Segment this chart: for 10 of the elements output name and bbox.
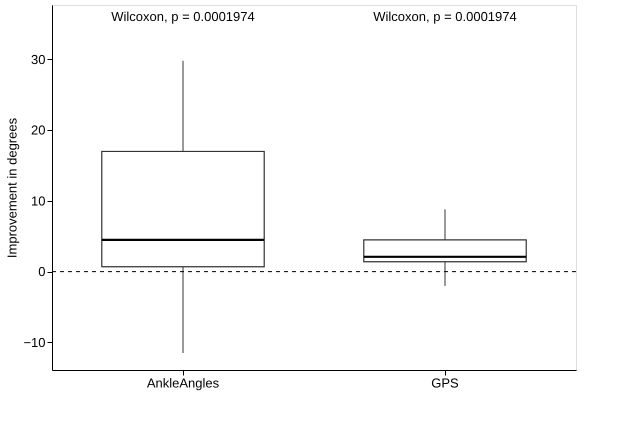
y-tick-label: 20	[31, 122, 46, 138]
y-axis-title: Improvement in degrees	[4, 117, 20, 258]
x-tick-label: GPS	[431, 376, 460, 390]
y-tick-label: 10	[31, 193, 46, 208]
y-tick-label: −10	[23, 334, 46, 350]
annotation: Wilcoxon, p = 0.0001974	[373, 9, 517, 24]
y-tick-label: 0	[38, 264, 46, 280]
annotation: Wilcoxon, p = 0.0001974	[111, 9, 255, 24]
y-tick-label: 30	[31, 52, 46, 67]
x-tick-label: AnkleAngles	[146, 376, 220, 390]
